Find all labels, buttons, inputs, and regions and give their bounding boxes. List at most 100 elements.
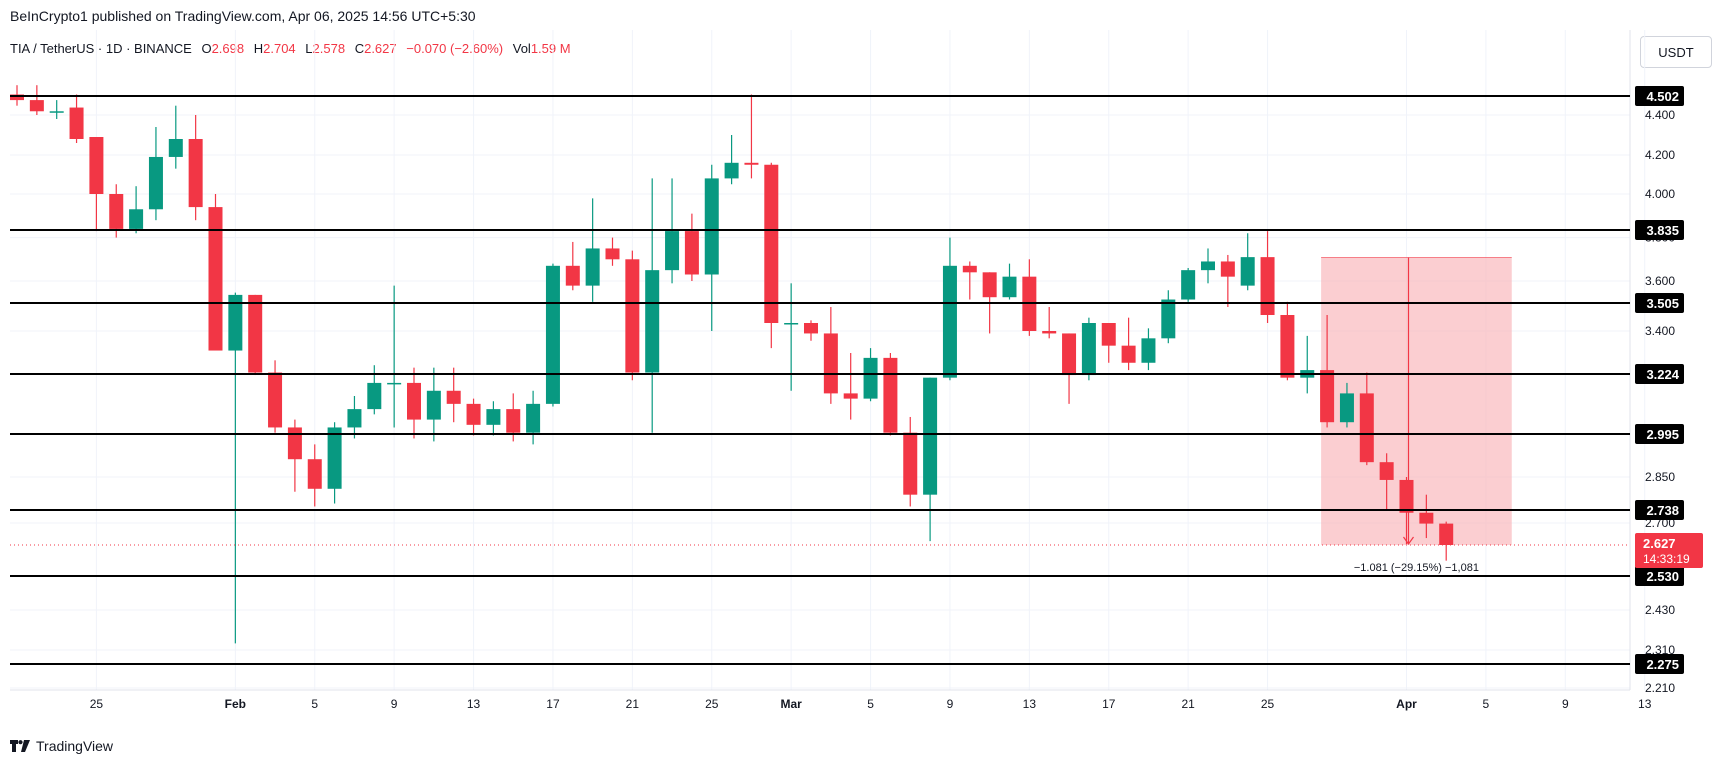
candle [29,85,44,115]
candle [764,162,779,349]
level-label-box [1635,293,1684,313]
published-by-text: BeInCrypto1 published on TradingView.com… [10,8,476,24]
candle-body [1042,331,1057,334]
candle [1339,382,1354,428]
candle-body [1121,345,1136,363]
candle [744,94,759,179]
volume-value: 1.59 M [530,41,571,56]
candle [804,320,818,341]
x-tick-label: 5 [867,697,874,711]
candle-body [704,178,719,275]
x-tick-label: 25 [705,697,719,711]
candle-body [1201,261,1215,271]
candle [1280,301,1295,381]
candle-body [1002,276,1017,298]
level-label-box [1635,86,1684,106]
candle-body [784,323,799,325]
level-label: 2.530 [1646,569,1679,584]
symbol-name[interactable]: TIA / TetherUS · 1D · BINANCE [10,41,192,56]
candle [1161,290,1176,344]
candle [1359,372,1374,466]
currency-button[interactable]: USDT [1640,36,1712,68]
candle [942,237,957,381]
candle-body [29,100,44,112]
candle-body [109,194,124,229]
candle-body [1101,323,1116,346]
candle-body [49,111,64,113]
candle [1181,267,1196,302]
candle-body [506,409,521,433]
candle [883,352,898,436]
candle [1220,254,1235,307]
candle-body [942,265,957,378]
candle [605,237,620,266]
candle-body [268,372,283,428]
symbol-legend: TIA / TetherUS · 1D · BINANCE O2.698 H2.… [10,41,571,56]
x-tick-label: 25 [1261,697,1275,711]
candle-body [208,207,223,351]
level-label: 3.505 [1646,296,1679,311]
candle-body [1379,462,1394,480]
candle [1201,248,1215,284]
candle [89,137,104,232]
x-tick-label: 9 [947,697,954,711]
candle-body [804,323,818,334]
candle [724,135,739,185]
candle-body [188,139,203,208]
candle-body [1181,270,1196,300]
candle-body [1220,261,1235,277]
tradingview-brand-text: TradingView [36,738,114,754]
candle [962,261,977,300]
candle [129,186,144,234]
candle-body [1399,479,1414,513]
level-label-box [1635,364,1684,384]
y-tick-label: 2.430 [1645,603,1675,617]
candle-body [1280,315,1295,378]
x-tick-label: 13 [467,697,481,711]
candle [1101,323,1116,363]
x-tick-label: 17 [1102,697,1116,711]
candle [268,360,283,433]
candle-body [466,403,481,425]
level-label-box [1635,500,1684,520]
candle [645,178,660,433]
y-tick-label: 4.200 [1645,148,1675,162]
open-label: O [201,41,212,56]
candle [407,367,421,439]
y-tick-label: 2.210 [1645,681,1675,695]
candle-body [883,357,898,433]
candles [10,85,1454,644]
candle-body [407,382,421,420]
candle [823,307,838,404]
candle [327,422,342,504]
level-label-box [1635,566,1684,586]
candle-body [446,390,461,404]
candle [1062,333,1077,404]
candle-body [287,427,302,460]
x-tick-label: 5 [311,697,318,711]
candle-body [545,265,560,404]
candle [109,184,124,238]
level-label-box [1635,220,1684,240]
candle-body [843,393,858,399]
candle-body [1359,393,1374,463]
candle-body [1081,323,1096,376]
high-label: H [253,41,264,56]
candle-body [1062,333,1077,376]
candle [188,115,203,221]
measure-label: −1.081 (−29.15%) −1,081 [1354,562,1479,574]
x-tick-label: Feb [225,697,246,711]
volume-label: Vol [512,41,531,56]
axes: 4.4004.2004.0003.8003.6003.4002.8502.700… [90,86,1703,711]
candle-body [724,162,739,179]
y-tick-label: 2.850 [1645,470,1675,484]
candle-body [585,248,600,286]
candle-body [1260,257,1275,315]
x-tick-label: 21 [1181,697,1195,711]
level-label: 3.835 [1646,223,1679,238]
x-tick-label: 13 [1023,697,1037,711]
candle [704,164,719,331]
high-value: 2.704 [263,41,296,56]
candle [1300,335,1315,394]
